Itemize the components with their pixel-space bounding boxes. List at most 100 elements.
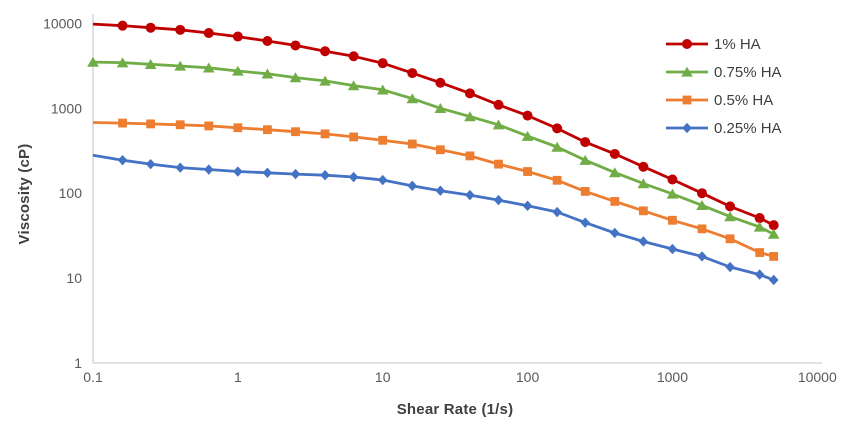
diamond-marker-0-25-ha <box>175 162 186 173</box>
diamond-marker-0-25-ha <box>377 174 388 186</box>
triangle-marker-0-75-ha <box>724 211 736 222</box>
legend-item-0-25-ha: 0.25% HA <box>664 114 782 142</box>
circle-marker-1-ha <box>464 88 475 99</box>
legend: 1% HA 0.75% HA 0.5% HA 0.25% HA <box>664 30 782 142</box>
diamond-marker-0-25-ha <box>522 200 533 212</box>
series-markers-0-25-ha <box>117 154 779 286</box>
triangle-marker-0-75-ha <box>232 65 244 76</box>
diamond-marker-0-25-ha <box>493 194 504 206</box>
triangle-marker-0-75-ha <box>376 84 389 95</box>
legend-label: 0.5% HA <box>714 91 774 109</box>
square-marker-0-5-ha <box>378 135 388 145</box>
circle-marker-1-ha <box>203 28 214 39</box>
triangle-marker-0-75-ha <box>608 167 621 178</box>
circle-marker-1-ha <box>290 40 301 51</box>
x-tick-label: 100 <box>516 369 540 385</box>
circle-marker-1-ha <box>262 36 273 47</box>
triangle-icon <box>681 66 693 77</box>
triangle-marker-0-75-ha <box>174 60 187 71</box>
square-marker-0-5-ha <box>435 145 445 155</box>
diamond-marker-0-25-ha <box>262 167 273 178</box>
series-markers-0-75-ha <box>87 56 780 239</box>
legend-label: 0.25% HA <box>714 119 782 137</box>
diamond-marker-0-25-ha <box>435 185 446 196</box>
x-tick-label: 1 <box>234 369 242 385</box>
circle-marker-1-ha <box>754 213 765 224</box>
diamond-marker-0-25-ha <box>320 170 330 181</box>
square-marker-0-5-ha <box>580 187 590 196</box>
diamond-marker-0-25-ha <box>203 164 214 175</box>
circle-marker-1-ha <box>552 123 563 134</box>
diamond-icon <box>682 122 692 134</box>
circle-marker-1-ha <box>117 20 128 31</box>
circle-marker-1-ha <box>667 174 678 185</box>
circle-marker-1-ha <box>435 77 446 88</box>
circle-marker-1-ha <box>348 51 359 62</box>
square-marker-0-5-ha <box>320 129 330 139</box>
square-marker-0-5-ha <box>610 197 620 206</box>
square-marker-0-5-ha <box>725 234 735 244</box>
triangle-marker-0-75-ha <box>144 58 157 69</box>
square-marker-0-5-ha <box>291 127 300 137</box>
triangle-marker-0-75-ha <box>116 57 129 68</box>
triangle-marker-0-75-ha <box>261 68 274 79</box>
square-marker-0-5-ha <box>204 121 214 131</box>
triangle-marker-0-75-ha <box>434 102 447 113</box>
square-marker-0-5-ha <box>349 132 359 142</box>
circle-marker-1-ha <box>175 24 186 35</box>
square-marker-0-5-ha <box>552 175 562 185</box>
circle-marker-1-ha <box>725 201 736 212</box>
circle-marker-1-ha <box>232 31 243 42</box>
square-marker-0-5-ha <box>146 119 156 129</box>
square-marker-0-5-ha <box>755 248 765 257</box>
square-marker-0-5-ha <box>769 252 779 261</box>
square-marker-0-5-ha <box>263 125 272 135</box>
square-marker-0-5-ha <box>118 118 127 128</box>
triangle-marker-0-75-ha <box>521 130 534 141</box>
circle-marker-1-ha <box>522 110 533 121</box>
triangle-marker-0-75-ha <box>753 221 766 232</box>
square-marker-0-5-ha <box>407 139 417 149</box>
y-tick-label: 1000 <box>51 100 82 116</box>
triangle-marker-0-75-ha <box>696 200 708 210</box>
square-marker-0-5-ha <box>175 120 185 130</box>
legend-item-0-5-ha: 0.5% HA <box>664 86 782 114</box>
triangle-marker-0-75-ha <box>551 141 563 152</box>
circle-marker-1-ha <box>609 148 620 159</box>
circle-marker-1-ha <box>407 68 418 79</box>
x-axis-title: Shear Rate (1/s) <box>396 401 514 418</box>
x-tick-label: 10 <box>375 369 391 385</box>
triangle-marker-0-75-ha <box>464 111 476 122</box>
y-tick-label: 100 <box>59 185 83 201</box>
diamond-marker-0-25-ha <box>609 227 620 239</box>
diamond-marker-0-25-ha <box>145 158 156 170</box>
legend-swatch-0-25-ha <box>666 122 708 134</box>
legend-swatch-0-75-ha <box>666 66 708 77</box>
diamond-marker-0-25-ha <box>638 236 649 247</box>
circle-marker-1-ha <box>580 137 591 148</box>
diamond-marker-0-25-ha <box>290 168 301 180</box>
diamond-marker-0-25-ha <box>768 274 779 286</box>
diamond-marker-0-25-ha <box>348 171 359 183</box>
series-markers-0-5-ha <box>118 118 779 261</box>
series-markers-1-ha <box>117 20 779 231</box>
triangle-marker-0-75-ha <box>406 93 419 104</box>
diamond-marker-0-25-ha <box>725 261 735 273</box>
triangle-marker-0-75-ha <box>579 154 592 165</box>
square-icon <box>682 95 692 105</box>
legend-label: 0.75% HA <box>714 63 782 81</box>
circle-icon <box>682 39 692 49</box>
diamond-marker-0-25-ha <box>117 154 128 166</box>
triangle-marker-0-75-ha <box>202 62 215 73</box>
circle-marker-1-ha <box>320 46 331 57</box>
square-marker-0-5-ha <box>523 167 532 176</box>
diamond-marker-0-25-ha <box>697 251 707 262</box>
triangle-marker-0-75-ha <box>767 228 780 239</box>
x-tick-label: 0.1 <box>83 369 103 385</box>
triangle-marker-0-75-ha <box>289 72 302 83</box>
diamond-marker-0-25-ha <box>552 206 562 218</box>
legend-label: 1% HA <box>714 35 761 53</box>
legend-swatch-1-ha <box>666 39 708 49</box>
